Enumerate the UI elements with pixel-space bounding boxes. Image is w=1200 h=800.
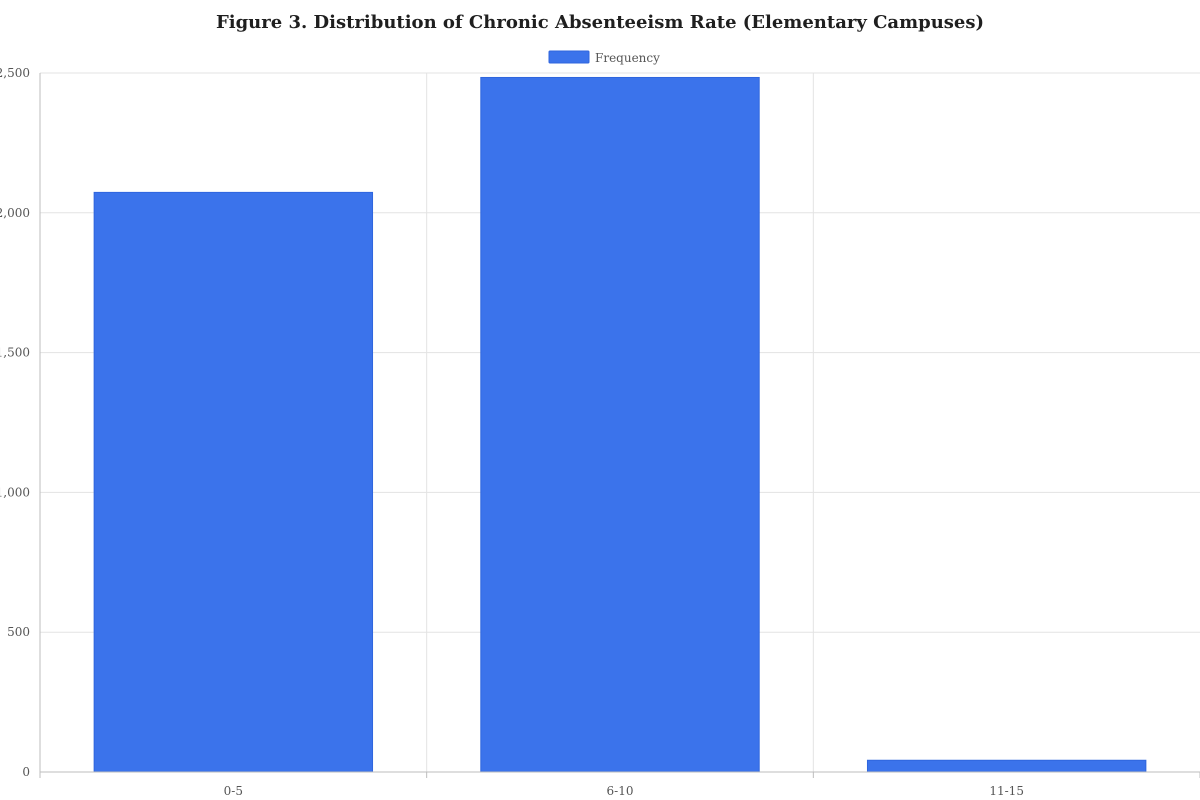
bar-11-15[interactable] — [866, 759, 1147, 773]
legend-label-frequency: Frequency — [595, 51, 660, 65]
y-tick-label: 2,000 — [0, 206, 30, 220]
x-tick-label: 6-10 — [607, 784, 634, 798]
legend[interactable]: Frequency — [548, 50, 660, 65]
y-tick-label: 0 — [22, 765, 30, 779]
y-tick-label: 1,000 — [0, 485, 30, 499]
bars — [93, 76, 1147, 773]
y-tick-label: 500 — [7, 625, 30, 639]
x-tick-label: 0-5 — [224, 784, 243, 798]
y-tick-label: 1,500 — [0, 346, 30, 360]
tick-labels: 0 500 1,000 1,500 2,000 2,500 0-5 6-10 11-15 — [0, 66, 1024, 798]
x-tick-label: 11-15 — [989, 784, 1024, 798]
axes — [39, 73, 1200, 778]
bar-0-5[interactable] — [93, 191, 374, 773]
chart-title: Figure 3. Distribution of Chronic Absent… — [216, 12, 984, 33]
bar-6-10[interactable] — [480, 76, 760, 773]
legend-swatch-frequency — [548, 50, 590, 64]
y-tick-label: 2,500 — [0, 66, 30, 80]
